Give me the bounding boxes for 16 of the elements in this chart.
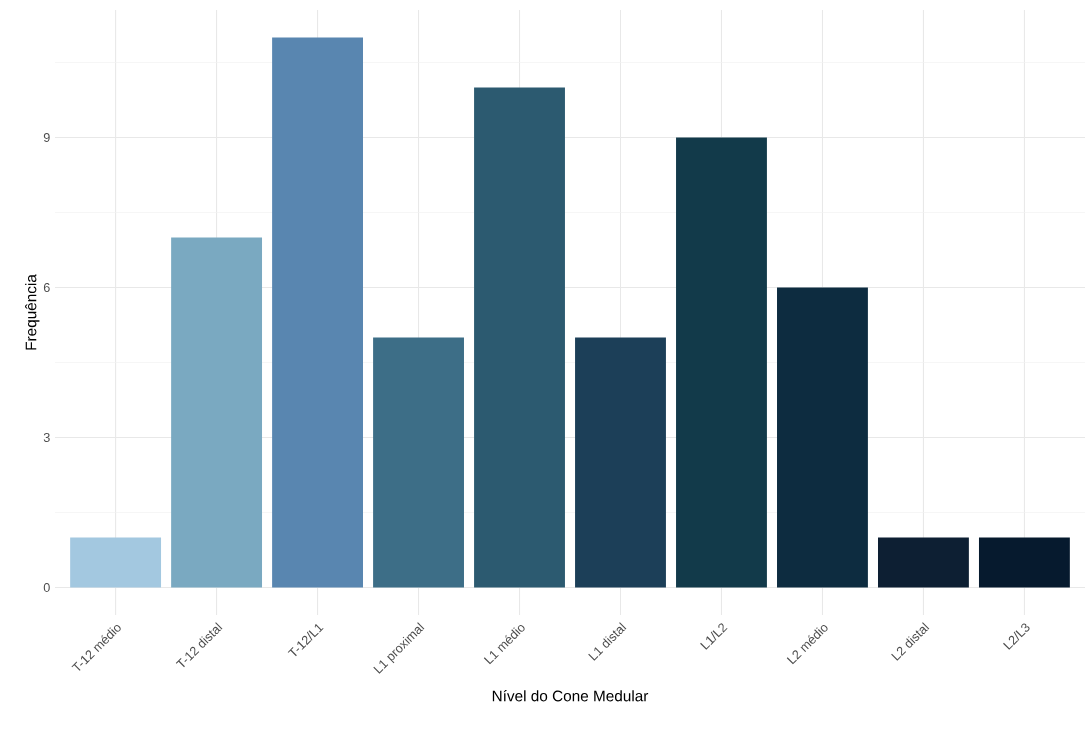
bar — [676, 137, 767, 588]
y-axis-title: Frequência — [25, 274, 40, 350]
bar — [978, 537, 1070, 588]
y-tick-label: 9 — [43, 133, 50, 142]
bar — [272, 37, 363, 588]
bar — [474, 87, 565, 588]
y-tick-label: 0 — [43, 583, 50, 592]
bar — [878, 537, 969, 588]
y-tick-label: 6 — [43, 283, 50, 292]
bar — [575, 337, 666, 588]
x-axis-title: Nível do Cone Medular — [492, 689, 649, 702]
bar — [777, 287, 868, 588]
bar — [171, 237, 263, 588]
bar — [70, 537, 162, 588]
bar — [373, 337, 464, 588]
y-tick-label: 3 — [43, 433, 50, 442]
